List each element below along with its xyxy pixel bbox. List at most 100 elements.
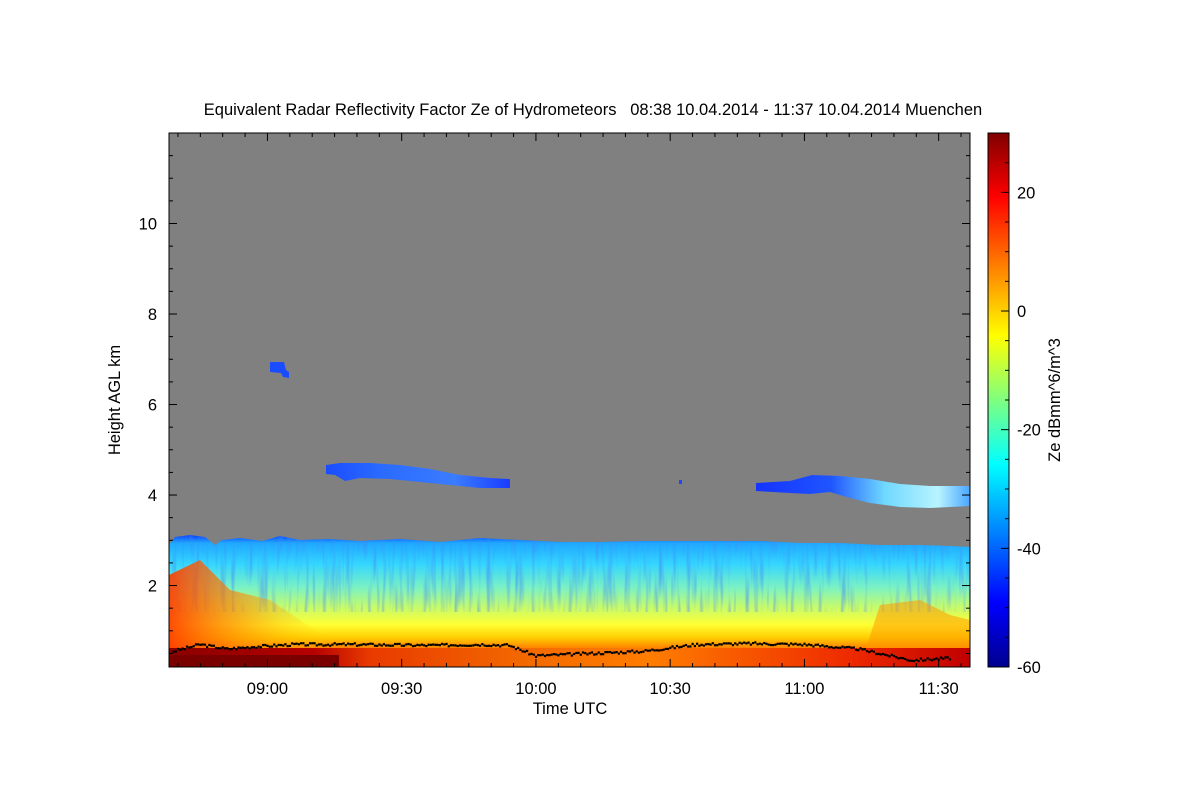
- cloud-base-point: [382, 643, 385, 646]
- cloud-base-point: [942, 657, 945, 660]
- cloud-base-point: [284, 643, 287, 646]
- cloud-base-point: [590, 651, 594, 654]
- plot-frame: [168, 132, 971, 668]
- cloud-base-point: [447, 645, 450, 648]
- cloud-base-point: [396, 642, 399, 646]
- cloud-base-point: [814, 643, 817, 646]
- y-tick-label: 2: [148, 578, 157, 596]
- cloud-base-point: [427, 643, 430, 646]
- cloud-base-point: [758, 642, 761, 645]
- cloud-base-point: [769, 643, 773, 647]
- cloud-base-point: [333, 642, 336, 645]
- cloud-base-point: [796, 643, 799, 646]
- cloud-base-point: [910, 659, 914, 662]
- cloud-base-point: [362, 643, 365, 646]
- cloud-base-point: [194, 643, 198, 646]
- cloud-base-point: [369, 642, 372, 645]
- cloud-base-point: [546, 653, 549, 657]
- cloud-base-point: [624, 652, 627, 655]
- cloud-base-point: [391, 644, 394, 647]
- cloud-base-point: [597, 651, 600, 654]
- cloud-base-point: [517, 646, 520, 650]
- cloud-base-point: [819, 645, 822, 648]
- cloud-base-point: [577, 651, 580, 654]
- cloud-base-point: [279, 643, 283, 647]
- cloud-base-point: [919, 657, 922, 660]
- cloud-base-point: [657, 649, 661, 652]
- cloud-base-point: [253, 646, 256, 649]
- cloud-base-point: [485, 644, 488, 648]
- cloud-base-point: [237, 646, 240, 649]
- cloud-base-point: [928, 658, 931, 661]
- cloud-base-point: [895, 656, 898, 659]
- cloud-base-point: [308, 642, 312, 645]
- cloud-base-point: [785, 642, 788, 645]
- cloud-base-point: [288, 644, 292, 647]
- cloud-base-point: [653, 649, 656, 652]
- colorbar-tick-label: 0: [1017, 303, 1026, 321]
- cloud-base-point: [449, 644, 453, 647]
- cloud-base-point: [825, 645, 829, 648]
- cloud-base-point: [863, 648, 867, 651]
- high-echo: [270, 362, 289, 378]
- cloud-base-point: [622, 652, 625, 655]
- cloud-base-point: [689, 645, 692, 648]
- cloud-base-point: [765, 642, 768, 645]
- cloud-base-point: [508, 644, 511, 647]
- cloud-base-point: [722, 642, 726, 645]
- cloud-base-point: [716, 644, 719, 647]
- cloud-base-point: [879, 653, 882, 656]
- cloud-base-point: [602, 653, 605, 656]
- cloud-base-point: [315, 644, 318, 647]
- cloud-base-point: [570, 654, 573, 657]
- cloud-base-point: [933, 658, 936, 661]
- cloud-base-point: [711, 642, 714, 645]
- cloud-base-point: [476, 644, 479, 647]
- cloud-base-point: [376, 644, 379, 647]
- cloud-base-point: [324, 644, 327, 647]
- cloud-base-point: [297, 643, 300, 646]
- cloud-base-point: [751, 641, 755, 645]
- cloud-base-point: [353, 642, 356, 645]
- cloud-base-point: [344, 644, 347, 647]
- cloud-base-point: [335, 643, 339, 646]
- cloud-base-point: [268, 645, 271, 648]
- cloud-base-point: [745, 642, 748, 645]
- cloud-base-point: [763, 641, 766, 645]
- cloud-base-point: [649, 649, 652, 652]
- cloud-base-point: [539, 654, 542, 657]
- cloud-base-point: [568, 652, 571, 655]
- cloud-base-point: [342, 642, 345, 645]
- cloud-base-point: [398, 642, 401, 645]
- cloud-base-point: [360, 643, 363, 646]
- cloud-base-point: [179, 648, 182, 651]
- cloud-base-point: [206, 645, 209, 649]
- cloud-base-point: [734, 642, 737, 645]
- cloud-base-point: [662, 648, 665, 651]
- cloud-base-point: [270, 645, 274, 648]
- plot-area: [168, 132, 971, 668]
- cloud-base-point: [552, 653, 556, 656]
- cloud-base-point: [317, 643, 321, 646]
- cloud-base-point: [848, 645, 851, 649]
- cloud-base-point: [445, 642, 448, 646]
- cloud-base-point: [483, 644, 486, 647]
- cloud-base-point: [666, 647, 670, 651]
- near-ground-band: [169, 648, 970, 667]
- cloud-base-point: [429, 643, 432, 646]
- cloud-base-point: [514, 648, 518, 651]
- cloud-base-point: [411, 645, 415, 648]
- cloud-base-point: [687, 645, 690, 648]
- cloud-base-point: [474, 643, 477, 646]
- cloud-base-point: [731, 644, 735, 647]
- cloud-base-point: [389, 644, 392, 647]
- cloud-base-point: [264, 643, 267, 647]
- cloud-base-point: [852, 646, 855, 649]
- cloud-base-point: [465, 644, 468, 647]
- cloud-base-point: [208, 643, 211, 646]
- cloud-base-point: [172, 650, 175, 653]
- cloud-base-point: [675, 644, 679, 648]
- cloud-base-point: [586, 653, 589, 656]
- cloud-base-point: [385, 644, 388, 647]
